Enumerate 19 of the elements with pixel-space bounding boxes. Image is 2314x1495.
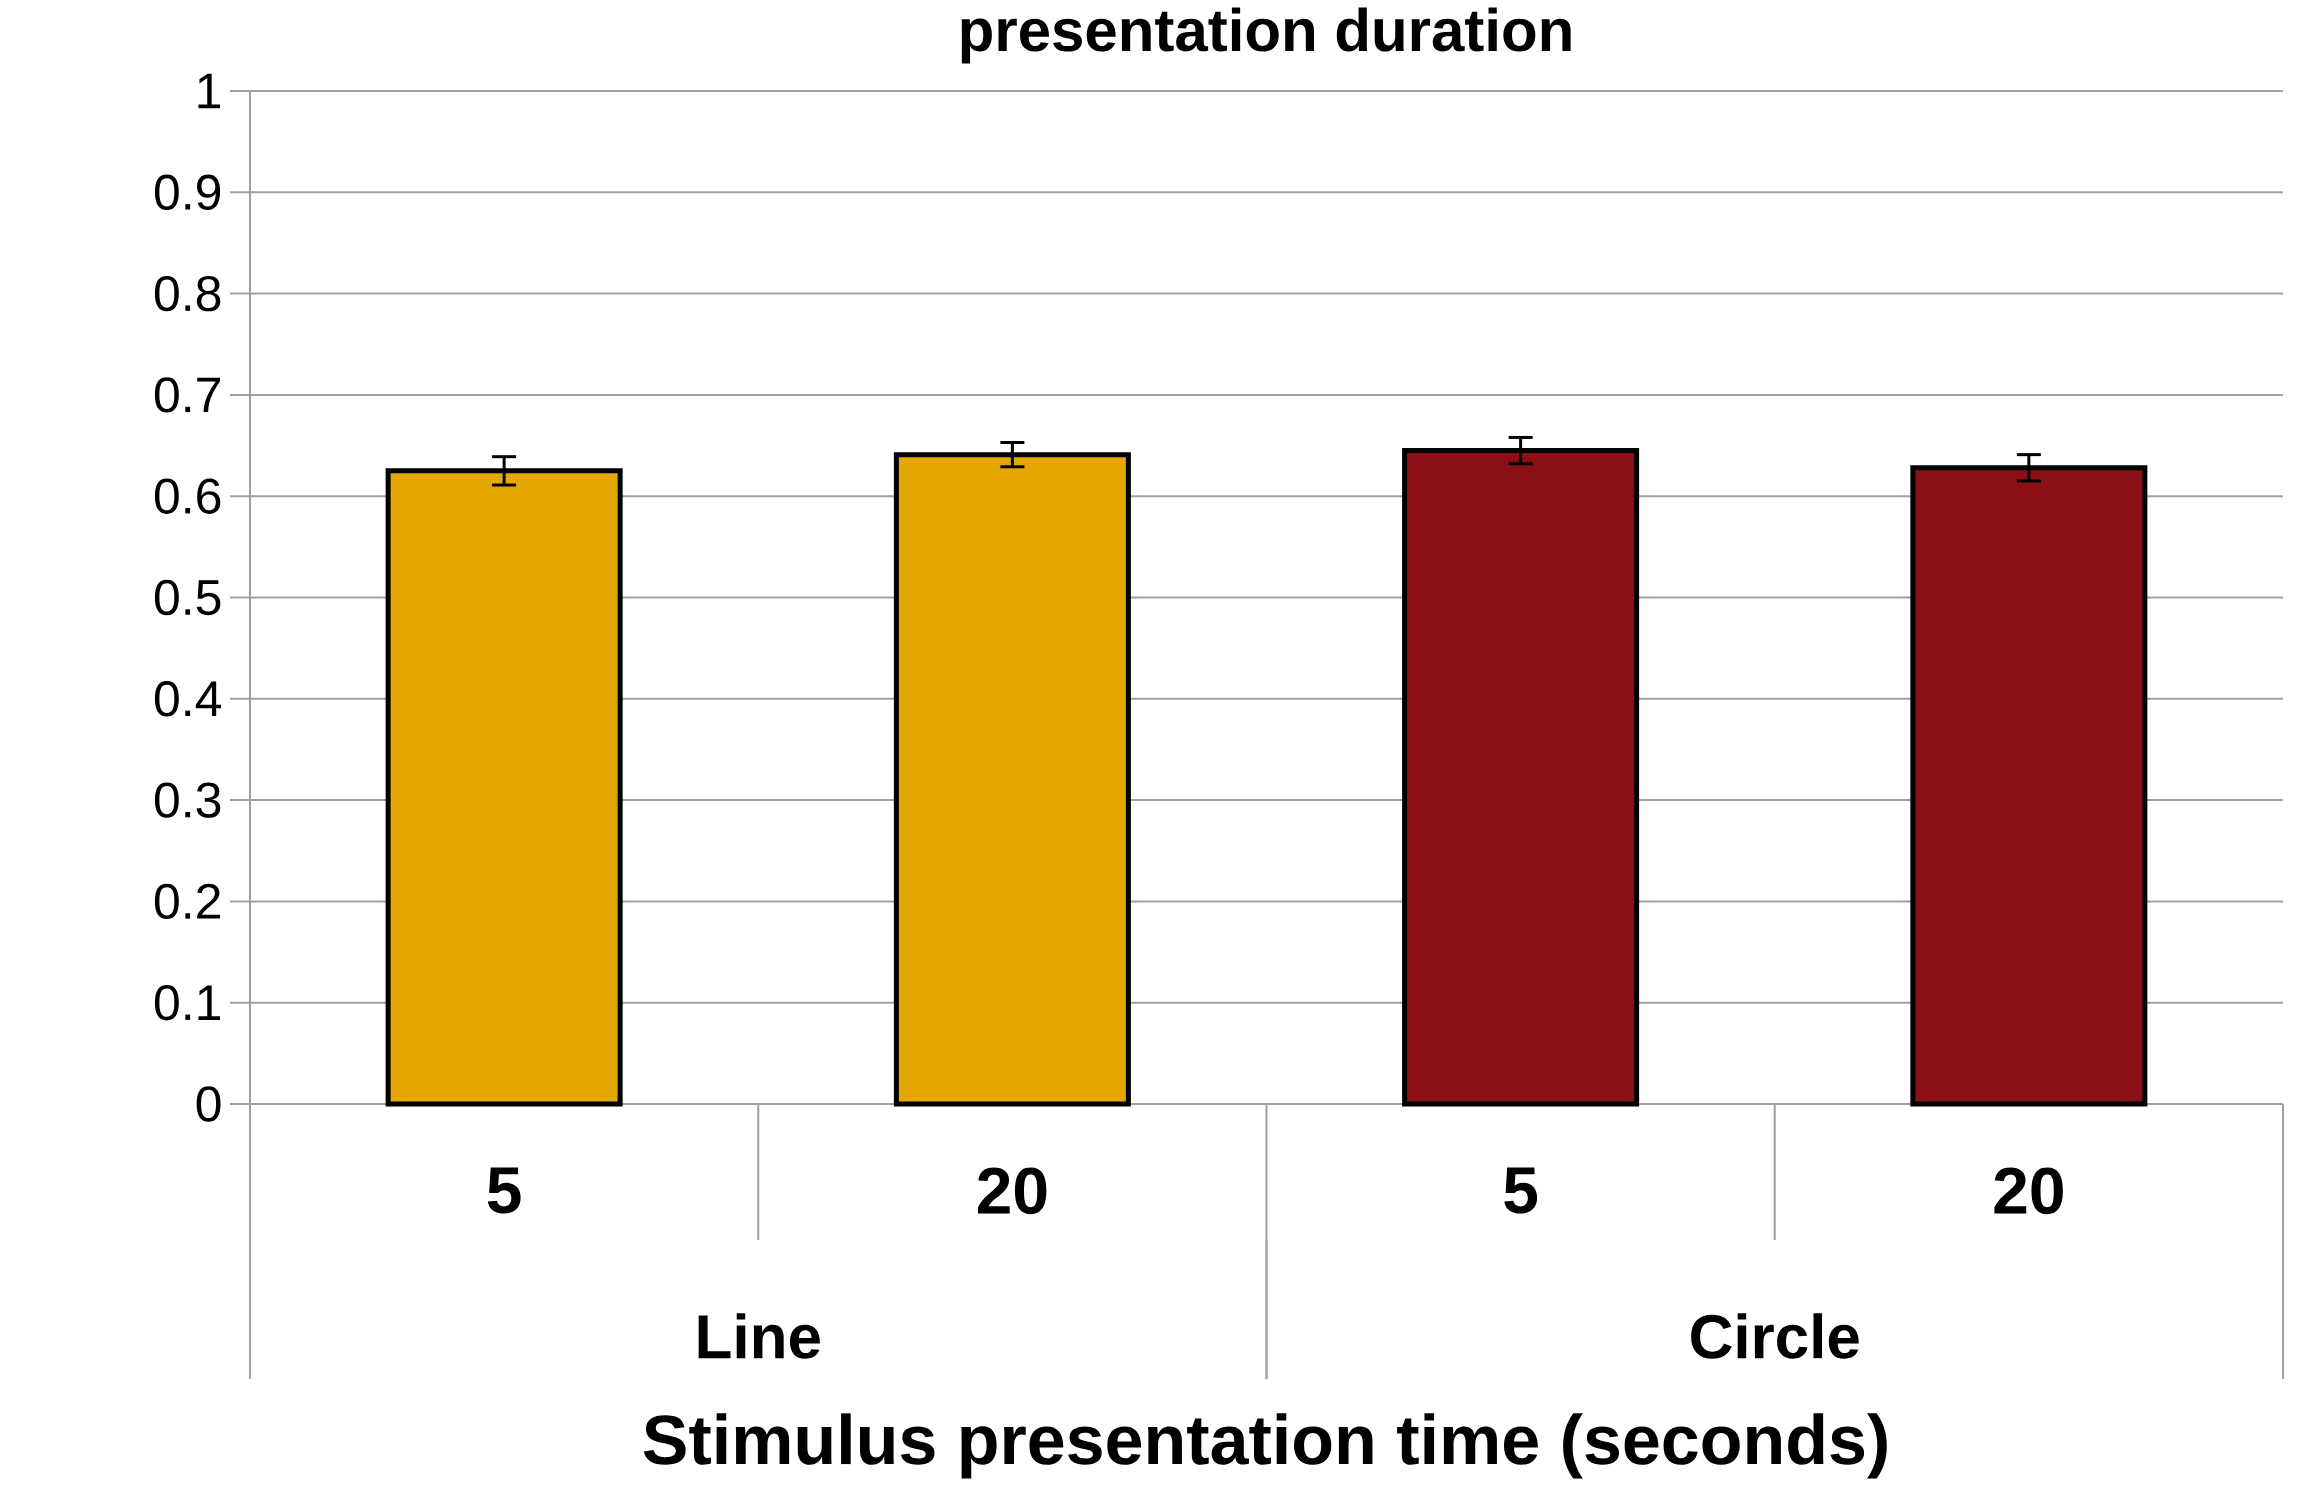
x-axis-title: Stimulus presentation time (seconds): [643, 1413, 1887, 1479]
y-tick-label: 0.5: [154, 579, 221, 616]
y-tick-label: 0.6: [154, 478, 221, 514]
x-tick-label: 5: [487, 1167, 521, 1214]
chart-title: presentation duration: [961, 7, 1571, 64]
y-tick-label: 0.2: [154, 883, 220, 920]
y-tick-label: 0.3: [154, 782, 221, 818]
y-tick-label: 0.1: [154, 984, 221, 1021]
x-tick-label: 20: [1994, 1167, 2063, 1215]
x-tick-label: 20: [977, 1167, 1047, 1215]
y-tick-label: 0.7: [154, 377, 220, 413]
x-tick-label: 5: [1504, 1167, 1538, 1214]
y-tick-label: 1: [198, 73, 221, 109]
y-tick-label: 0.9: [154, 174, 221, 210]
text: Circle: [1691, 1313, 1859, 1359]
y-tick-label: 0: [196, 1086, 221, 1122]
y-tick-label: 0.4: [154, 681, 222, 717]
y-tick-label: 0.8: [154, 275, 221, 312]
text: Line: [698, 1313, 820, 1359]
